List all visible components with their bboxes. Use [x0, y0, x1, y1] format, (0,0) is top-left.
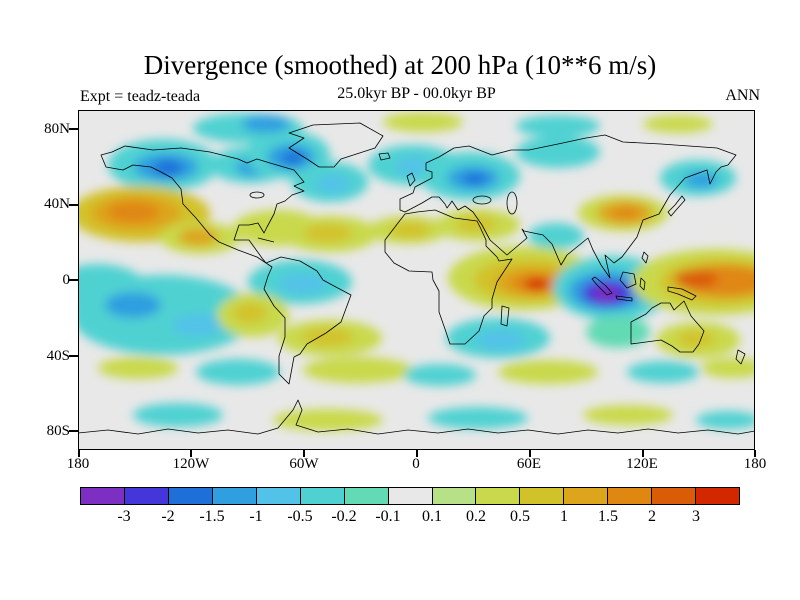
lon-tick: [754, 450, 756, 457]
map-plot: [78, 110, 755, 450]
colorbar-label: 0.2: [466, 508, 486, 525]
lat-label-40S: 40S: [46, 348, 70, 364]
colorbar-segment: [124, 488, 169, 504]
colorbar-label: -0.2: [331, 508, 357, 525]
colorbar-segment: [388, 488, 433, 504]
plot-title: Divergence (smoothed) at 200 hPa (10**6 …: [143, 50, 657, 80]
season-label: ANN: [725, 87, 760, 104]
lat-label-80S: 80S: [46, 423, 70, 439]
coastline-britain: [406, 172, 416, 187]
colorbar-segment: [696, 488, 740, 504]
lat-label-80N: 80N: [44, 121, 70, 137]
coastline-north-america: [100, 145, 305, 264]
lat-tick: [69, 279, 78, 281]
world-map-svg: [78, 110, 755, 450]
caspian-sea: [506, 191, 518, 215]
colorbar-segment: [564, 488, 609, 504]
colorbar-label: 2: [648, 508, 656, 525]
colorbar-label: 1: [560, 508, 568, 525]
colorbar-segment: [652, 488, 697, 504]
lon-label-180w: 180: [66, 456, 90, 472]
colorbar-segment: [81, 488, 125, 504]
coastline-java: [615, 295, 633, 302]
colorbar-label: -3: [117, 508, 131, 525]
colorbar-label: -2: [161, 508, 175, 525]
lon-tick: [190, 450, 192, 457]
coastline-japan: [667, 195, 686, 217]
lat-tick: [69, 430, 78, 432]
lat-label-0: 0: [62, 272, 71, 288]
coastline-antarctica: [78, 399, 755, 435]
colorbar-label: -0.5: [287, 508, 313, 525]
colorbar-label: 0.5: [510, 508, 530, 525]
colorbar-segment: [476, 488, 521, 504]
colorbar-segment: [608, 488, 653, 504]
coastline-greenland: [288, 122, 384, 168]
coastline-eurasia: [399, 134, 737, 279]
colorbar-label: -1: [249, 508, 263, 525]
great-lakes: [249, 191, 265, 199]
coastline-cuba: [257, 237, 275, 243]
lon-tick: [416, 450, 418, 457]
divergence-field: [78, 112, 755, 431]
period-label: 25.0kyr BP - 00.0kyr BP: [337, 85, 496, 102]
coastline-africa: [384, 209, 513, 345]
coastline-australia: [630, 300, 705, 353]
coastline-sulawesi: [639, 277, 646, 291]
lon-label-120w: 120W: [172, 456, 210, 472]
lon-label-180e: 180: [743, 456, 767, 472]
coastline-new-zealand: [735, 349, 746, 365]
lon-tick: [303, 450, 305, 457]
experiment-label: Expt = teadz-teada: [80, 88, 201, 105]
colorbar-segment: [520, 488, 565, 504]
colorbar-label: -0.1: [375, 508, 401, 525]
colorbar-label: -1.5: [199, 508, 225, 525]
lat-tick: [69, 355, 78, 357]
coastline-new-guinea: [667, 286, 697, 301]
lat-label-40N: 40N: [44, 196, 70, 212]
lon-tick: [78, 450, 80, 457]
coastlines: [78, 122, 755, 435]
lon-label-60w: 60W: [289, 456, 319, 472]
lon-tick: [642, 450, 644, 457]
lat-tick: [69, 204, 78, 206]
coastline-sumatra: [591, 276, 613, 296]
colorbar-segment: [212, 488, 257, 504]
lat-tick: [69, 128, 78, 130]
colorbar-segment: [432, 488, 477, 504]
colorbar-label: 0.1: [422, 508, 442, 525]
coastline-philippines: [641, 251, 649, 264]
coastline-south-america: [263, 256, 352, 385]
colorbar-segment: [300, 488, 345, 504]
colorbar-segment: [168, 488, 213, 504]
coastline-borneo: [619, 271, 637, 289]
black-sea: [472, 195, 492, 205]
map-frame-border: [78, 110, 755, 450]
lon-label-60e: 60E: [516, 456, 542, 472]
colorbar-label: 1.5: [598, 508, 618, 525]
coastline-iceland: [378, 152, 391, 161]
lon-label-0: 0: [412, 456, 420, 472]
colorbar-segment: [344, 488, 389, 504]
lon-label-120e: 120E: [626, 456, 658, 472]
lon-tick: [529, 450, 531, 457]
colorbar: [80, 487, 740, 505]
colorbar-label: 3: [692, 508, 700, 525]
colorbar-segment: [256, 488, 301, 504]
coastline-madagascar: [500, 305, 510, 327]
